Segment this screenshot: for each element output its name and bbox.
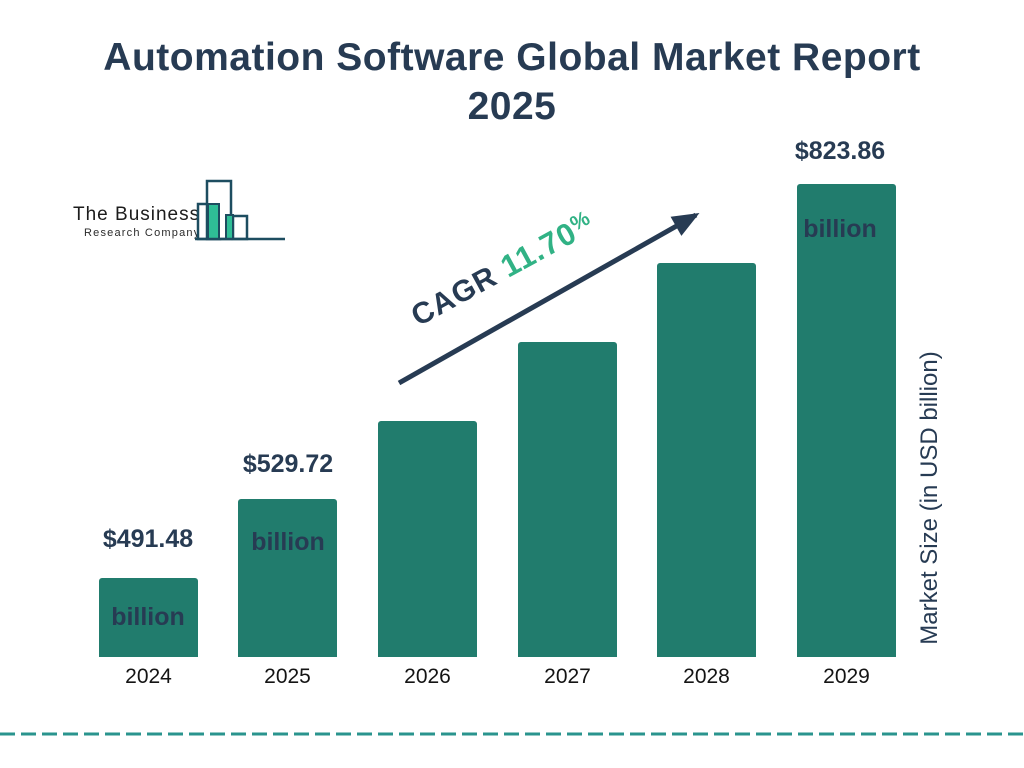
cagr-annotation: CAGR11.70% xyxy=(378,191,632,357)
data-label-2029-value: $823.86 xyxy=(794,137,886,165)
data-label-2025-unit: billion xyxy=(251,528,325,556)
bar xyxy=(797,184,896,657)
data-label-2029: $823.86 billion xyxy=(750,93,930,288)
data-label-2025-value: $529.72 xyxy=(242,450,334,478)
logo-company-subname: Research Company xyxy=(84,227,201,239)
data-label-2024-value: $491.48 xyxy=(102,525,194,553)
x-tick-label: 2029 xyxy=(823,665,870,688)
page-title-line1: Automation Software Global Market Report xyxy=(103,36,921,79)
company-logo: The Business Research Company xyxy=(70,176,290,246)
page-title-line2: 2025 xyxy=(467,85,557,128)
x-tick-label: 2028 xyxy=(683,665,730,688)
data-label-2024: $491.48 billion xyxy=(58,481,238,676)
x-tick-label: 2026 xyxy=(404,665,451,688)
bar xyxy=(378,421,477,657)
x-tick-label: 2025 xyxy=(264,665,311,688)
bar xyxy=(657,263,756,657)
data-label-2029-unit: billion xyxy=(803,215,877,243)
page-title: Automation Software Global Market Report… xyxy=(0,33,1024,131)
x-tick-label: 2024 xyxy=(125,665,172,688)
bar xyxy=(518,342,617,657)
cagr-label: CAGR xyxy=(405,259,503,333)
y-axis-title: Market Size (in USD billion) xyxy=(916,351,943,645)
bar xyxy=(238,499,337,657)
data-label-2024-unit: billion xyxy=(111,603,185,631)
x-tick-label: 2027 xyxy=(544,665,591,688)
bar xyxy=(99,578,198,657)
cagr-value: 11.70 xyxy=(494,214,583,285)
data-label-2025: $529.72 billion xyxy=(198,406,378,601)
bar-chart-logo-icon xyxy=(195,179,285,241)
logo-company-name: The Business xyxy=(73,204,201,225)
